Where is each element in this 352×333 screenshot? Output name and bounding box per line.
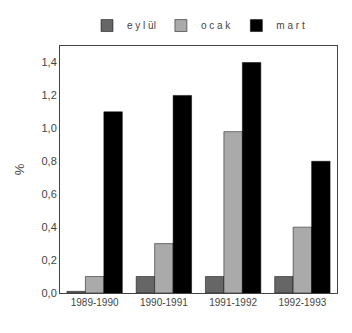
- svg-text:1,4: 1,4: [42, 56, 57, 68]
- svg-text:1992-1993: 1992-1993: [278, 297, 326, 308]
- svg-text:m a r t: m a r t: [276, 20, 305, 31]
- svg-text:1989-1990: 1989-1990: [71, 297, 119, 308]
- svg-text:1991-1992: 1991-1992: [209, 297, 257, 308]
- svg-text:0,6: 0,6: [42, 188, 57, 200]
- svg-text:o c a k: o c a k: [201, 20, 231, 31]
- svg-text:0,0: 0,0: [42, 287, 57, 299]
- svg-text:0,8: 0,8: [42, 155, 57, 167]
- svg-text:1990-1991: 1990-1991: [140, 297, 188, 308]
- svg-text:1,2: 1,2: [42, 89, 57, 101]
- svg-text:e y l ül: e y l ül: [127, 20, 156, 31]
- svg-text:%: %: [12, 163, 27, 175]
- svg-text:0,4: 0,4: [42, 221, 57, 233]
- svg-text:1,0: 1,0: [42, 122, 57, 134]
- svg-text:0,2: 0,2: [42, 254, 57, 266]
